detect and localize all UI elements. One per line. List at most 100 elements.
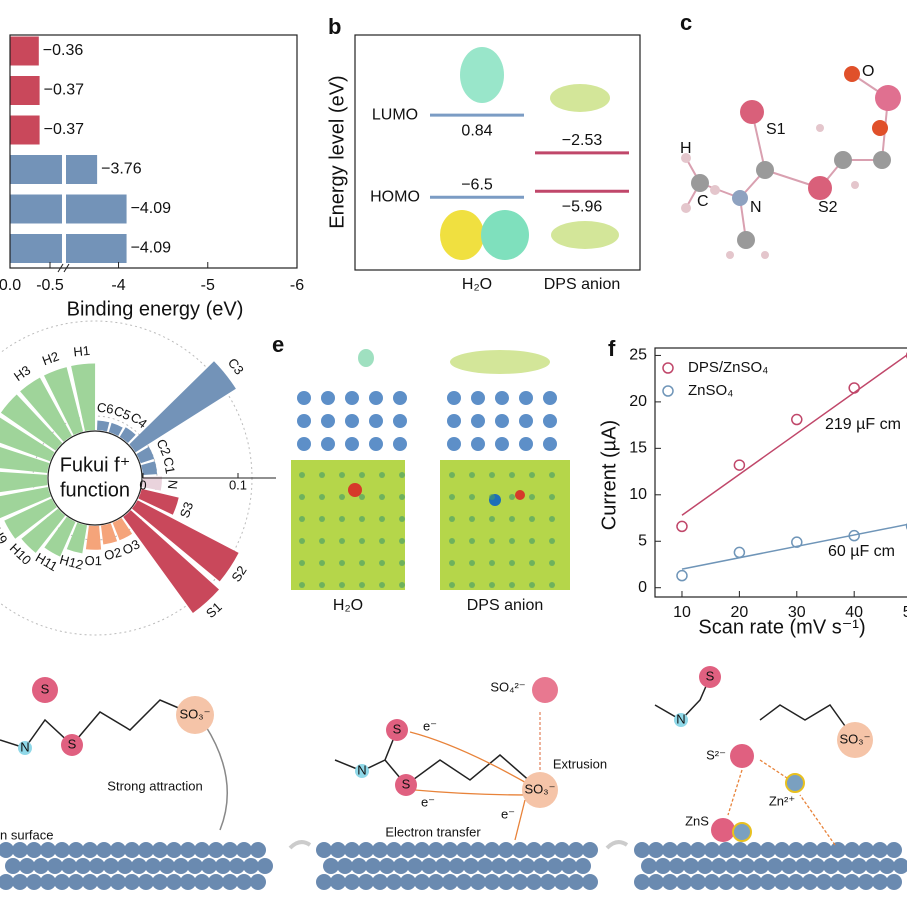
grid-decor	[359, 560, 365, 566]
surface-atom	[372, 842, 388, 858]
surface-atom	[788, 842, 804, 858]
x-axis-label: Scan rate (mV s⁻¹)	[698, 616, 865, 638]
legend-label: ZnSO₄	[688, 382, 733, 399]
surface-atom	[400, 874, 416, 890]
surface-atom	[138, 874, 154, 890]
surface-atom	[533, 858, 549, 874]
x-tick-label: 40	[845, 604, 863, 621]
atom-decor	[447, 437, 461, 451]
grid-decor	[509, 538, 515, 544]
arrow	[409, 731, 531, 841]
surface-atom	[781, 858, 797, 874]
atom-decor	[297, 437, 311, 451]
bar	[10, 155, 98, 184]
surface-atom	[26, 842, 42, 858]
annotation: 60 µF cm	[828, 543, 895, 560]
atom-label: S2	[818, 199, 838, 216]
grid-decor	[399, 560, 405, 566]
schematic-label: N	[357, 762, 366, 777]
surface-atom	[830, 842, 846, 858]
polar-bar	[142, 476, 163, 491]
surface-atom	[47, 858, 63, 874]
polar-bar	[20, 377, 72, 442]
surface-atom	[512, 874, 528, 890]
surface-atom	[641, 858, 657, 874]
polar-bar	[123, 510, 219, 613]
surface-atom	[575, 858, 591, 874]
category-label: C2	[154, 437, 174, 458]
surface-atom	[442, 842, 458, 858]
atom-decor	[543, 391, 557, 405]
surface-atom	[526, 874, 542, 890]
surface-atom	[886, 842, 902, 858]
x-tick-label: -5	[201, 277, 215, 294]
chart-title: Fukui f⁺	[60, 454, 131, 476]
grid-decor	[489, 560, 495, 566]
surface-atom	[484, 842, 500, 858]
atom-decor	[495, 391, 509, 405]
species	[711, 818, 735, 842]
atom-label: S1	[766, 121, 786, 138]
surface-atom	[33, 858, 49, 874]
surface-atom	[330, 842, 346, 858]
surface-atom	[187, 858, 203, 874]
y-tick-label: 20	[629, 393, 647, 410]
species	[395, 774, 417, 796]
surface-atom	[512, 842, 528, 858]
surface-atom	[634, 874, 650, 890]
y-tick-label: 5	[638, 532, 647, 549]
species	[785, 773, 805, 793]
x-tick-label: 0.0	[0, 277, 21, 294]
surface-atom	[316, 874, 332, 890]
atom-decor	[393, 414, 407, 428]
polar-bar	[0, 471, 48, 493]
surface-atom	[442, 874, 458, 890]
surface-atom	[540, 874, 556, 890]
surface-atom	[330, 874, 346, 890]
y-axis-label: Current (µA)	[598, 420, 620, 530]
grid-decor	[449, 516, 455, 522]
schematic-label: N	[20, 739, 29, 754]
grid-decor	[529, 494, 535, 500]
schematic-label: e⁻	[501, 806, 515, 821]
grid-decor	[399, 538, 405, 544]
surface-atom	[816, 842, 832, 858]
surface-atom	[180, 874, 196, 890]
x-axis-label: Binding energy (eV)	[67, 298, 244, 320]
surface-atom	[547, 858, 563, 874]
surface-atom	[844, 842, 860, 858]
surface-atom	[823, 858, 839, 874]
surface-atom	[358, 842, 374, 858]
surface-atom	[337, 858, 353, 874]
grid-decor	[469, 516, 475, 522]
surface-atom	[236, 842, 252, 858]
surface-atom	[760, 842, 776, 858]
polar-bar	[44, 367, 84, 435]
surface-atom	[470, 874, 486, 890]
grid-decor	[359, 494, 365, 500]
panel-label: e	[272, 332, 284, 357]
species	[732, 822, 752, 842]
grid-decor	[359, 472, 365, 478]
surface-atom	[323, 858, 339, 874]
surface-atom	[788, 874, 804, 890]
species	[176, 696, 214, 734]
surface-atom	[68, 874, 84, 890]
y-tick-label: 25	[629, 347, 647, 364]
polar-bar	[21, 508, 66, 553]
grid-decor	[359, 582, 365, 588]
surface-atom	[648, 874, 664, 890]
grid-decor	[379, 582, 385, 588]
atom-label: H	[680, 140, 692, 157]
x-tick-label: 30	[788, 604, 806, 621]
grid-decor	[529, 582, 535, 588]
atom-decor	[495, 437, 509, 451]
surface-atom	[774, 842, 790, 858]
atom-label: O	[862, 63, 874, 80]
atom-decor	[345, 391, 359, 405]
surface-atom	[697, 858, 713, 874]
polar-bar	[119, 427, 136, 443]
grid-decor	[529, 560, 535, 566]
surface-atom	[54, 842, 70, 858]
